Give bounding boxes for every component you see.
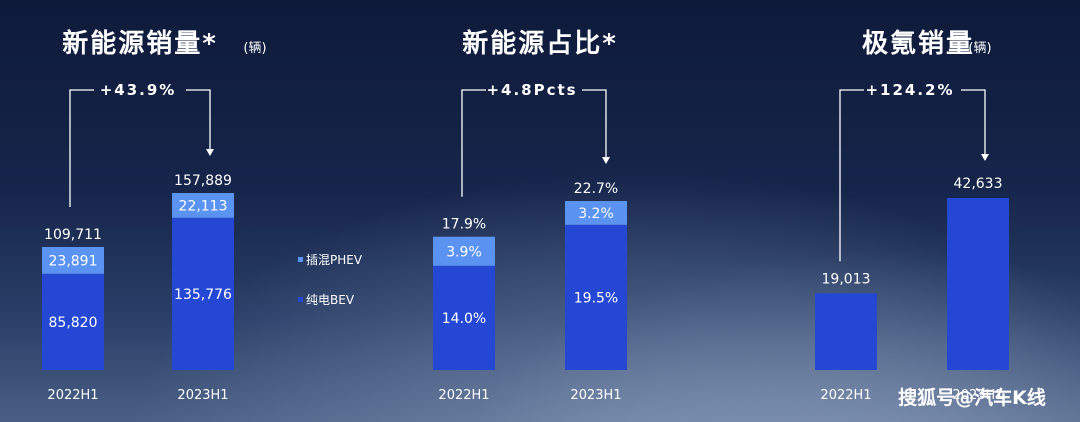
bar-phev	[42, 247, 104, 274]
bar-label-bev: 14.0%	[442, 311, 486, 327]
chart-title: 新能源销量*	[62, 28, 218, 59]
bar-label-bev: 19.5%	[574, 290, 618, 306]
chart-title: 极氪销量	[862, 28, 974, 59]
bar-value-label: 42,633	[954, 176, 1003, 192]
bar-phev	[565, 201, 627, 225]
bar-total-label: 109,711	[44, 227, 102, 243]
bar-total-label: 17.9%	[442, 217, 486, 233]
bar-phev	[433, 236, 495, 266]
growth-bracket-right	[582, 89, 607, 163]
category-label: 2022H1	[47, 388, 98, 403]
chart-unit: (辆)	[968, 41, 991, 56]
bar-label-phev: 3.2%	[578, 206, 614, 222]
chart-panel-3: 极氪销量(辆) +124.2% 19,013 2022H1 42,633 2023H1	[815, 28, 1009, 403]
bar-sales	[815, 293, 877, 370]
bar-bev	[433, 265, 495, 370]
bar-label-phev: 22,113	[179, 198, 228, 214]
bar-label-phev: 3.9%	[446, 244, 482, 260]
chart-unit: (辆)	[243, 41, 266, 56]
growth-bracket-left	[69, 89, 94, 208]
growth-bracket-right	[186, 89, 211, 155]
bar-phev	[172, 193, 234, 218]
legend-swatch	[298, 257, 303, 262]
bar-bev	[172, 217, 234, 370]
category-label: 2022H1	[820, 388, 871, 403]
growth-bracket-left	[461, 89, 486, 197]
bar-bev	[42, 273, 104, 370]
growth-label: +124.2%	[865, 81, 954, 99]
growth-label: +43.9%	[100, 81, 177, 99]
bar-label-phev: 23,891	[49, 253, 98, 269]
growth-arrow-icon	[602, 157, 610, 164]
category-label: 2023H1	[177, 388, 228, 403]
bar-value-label: 19,013	[822, 271, 871, 287]
growth-bracket-left	[839, 89, 864, 262]
category-label: 2023H1	[570, 388, 621, 403]
bar-total-label: 22.7%	[574, 181, 618, 197]
growth-arrow-icon	[206, 149, 214, 156]
bar-label-bev: 85,820	[49, 315, 98, 331]
bar-bev	[565, 224, 627, 370]
bar-total-label: 157,889	[174, 173, 232, 189]
category-label: 2023H1	[952, 388, 1003, 403]
growth-bracket-right	[961, 89, 986, 160]
legend-swatch	[298, 297, 303, 302]
chart-panel-2: 新能源占比* +4.8Pcts 14.0% 3.9% 17.9% 2022H1 19.5% 3…	[433, 28, 627, 403]
growth-label: +4.8Pcts	[486, 81, 577, 99]
legend-label: 纯电BEV	[306, 293, 355, 307]
chart-panel-1: 新能源销量* (辆) +43.9% 85,820 23,891 109,711 2022H1…	[42, 28, 267, 403]
chart-title: 新能源占比*	[462, 28, 618, 59]
bar-label-bev: 135,776	[174, 287, 232, 303]
watermark: 搜狐号@汽车K线	[898, 386, 1046, 409]
legend: 插混PHEV 纯电BEV	[298, 253, 363, 307]
growth-arrow-icon	[981, 154, 989, 161]
bar-sales	[947, 198, 1009, 370]
category-label: 2022H1	[438, 388, 489, 403]
legend-label: 插混PHEV	[306, 253, 363, 267]
